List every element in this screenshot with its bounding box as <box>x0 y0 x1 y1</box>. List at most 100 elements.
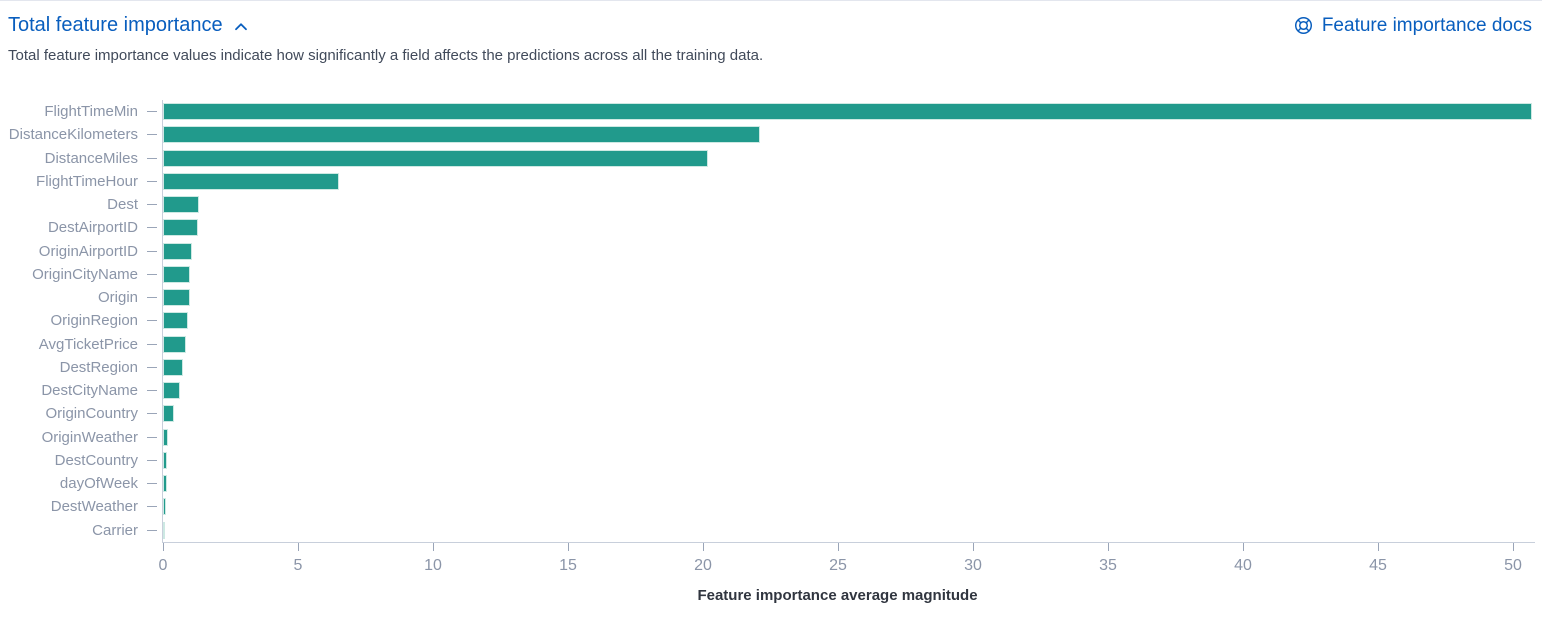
y-tick-mark <box>147 273 157 275</box>
x-tick-label: 25 <box>829 556 847 574</box>
bar-row: OriginCityName <box>0 263 1542 286</box>
y-axis-label: AvgTicketPrice <box>38 335 138 353</box>
bar-OriginRegion[interactable] <box>163 312 189 330</box>
x-tick-label: 15 <box>559 556 577 574</box>
bar-Origin[interactable] <box>163 289 190 307</box>
bar-row: AvgTicketPrice <box>0 333 1542 356</box>
bar-OriginCityName[interactable] <box>163 265 190 283</box>
y-axis-label: Dest <box>107 196 138 214</box>
x-tick-mark <box>1108 542 1109 551</box>
bar-row: DistanceKilometers <box>0 123 1542 146</box>
bar-row: Origin <box>0 286 1542 309</box>
y-tick-mark <box>147 366 157 368</box>
bar-row: OriginWeather <box>0 426 1542 449</box>
bar-row: DestWeather <box>0 495 1542 518</box>
x-tick-label: 45 <box>1369 556 1387 574</box>
x-tick-mark <box>703 542 704 551</box>
x-tick-label: 20 <box>694 556 712 574</box>
chart-rows: FlightTimeMin DistanceKilometers DistanceM… <box>0 100 1542 542</box>
y-tick-mark <box>147 390 157 392</box>
bar-row: DestCityName <box>0 379 1542 402</box>
x-tick-mark <box>1513 542 1514 551</box>
y-axis-label: DestAirportID <box>47 219 138 237</box>
y-tick-mark <box>147 436 157 438</box>
y-axis-label: Origin <box>97 289 138 307</box>
docs-link[interactable]: Feature importance docs <box>1293 15 1532 37</box>
panel-header: Total feature importance Feature importa… <box>0 1 1542 38</box>
y-axis-label: DistanceMiles <box>44 149 138 167</box>
bar-OriginAirportID[interactable] <box>163 242 192 260</box>
bar-DestAirportID[interactable] <box>163 219 199 237</box>
bar-row: DistanceMiles <box>0 147 1542 170</box>
bar-row: FlightTimeMin <box>0 100 1542 123</box>
y-axis-label: OriginRegion <box>50 312 138 330</box>
bar-row: Carrier <box>0 519 1542 542</box>
bar-OriginCountry[interactable] <box>163 405 175 423</box>
x-tick-label: 0 <box>158 556 168 574</box>
bar-row: DestCountry <box>0 449 1542 472</box>
y-axis-label: OriginAirportID <box>38 242 138 260</box>
bar-row: DestRegion <box>0 356 1542 379</box>
bar-FlightTimeHour[interactable] <box>163 172 339 190</box>
bar-DistanceKilometers[interactable] <box>163 126 760 144</box>
x-tick-mark <box>298 542 299 551</box>
y-axis-label: DestCityName <box>41 382 138 400</box>
y-tick-mark <box>147 134 157 136</box>
y-tick-mark <box>147 529 157 531</box>
bar-OriginWeather[interactable] <box>163 428 169 446</box>
bar-Carrier[interactable] <box>163 521 165 539</box>
feature-importance-chart: FlightTimeMin DistanceKilometers DistanceM… <box>0 100 1542 614</box>
x-axis-title: Feature importance average magnitude <box>697 586 978 604</box>
x-tick-label: 30 <box>964 556 982 574</box>
bar-row: FlightTimeHour <box>0 170 1542 193</box>
bar-dayOfWeek[interactable] <box>163 475 168 493</box>
bar-DestCountry[interactable] <box>163 451 168 469</box>
x-tick-mark <box>1243 542 1244 551</box>
y-axis-label: OriginCountry <box>45 405 138 423</box>
y-tick-mark <box>147 250 157 252</box>
bar-row: OriginCountry <box>0 402 1542 425</box>
y-axis-label: FlightTimeMin <box>44 103 138 121</box>
collapse-toggle[interactable]: Total feature importance <box>8 13 249 38</box>
y-tick-mark <box>147 459 157 461</box>
bar-DistanceMiles[interactable] <box>163 149 709 167</box>
bar-FlightTimeMin[interactable] <box>163 103 1532 121</box>
y-axis-label: OriginCityName <box>32 265 138 283</box>
bar-DestRegion[interactable] <box>163 358 183 376</box>
x-tick-mark <box>973 542 974 551</box>
y-axis-label: FlightTimeHour <box>36 172 138 190</box>
bar-row: dayOfWeek <box>0 472 1542 495</box>
y-axis-label: DistanceKilometers <box>8 126 138 144</box>
y-tick-mark <box>147 204 157 206</box>
panel-title: Total feature importance <box>8 14 223 36</box>
bar-AvgTicketPrice[interactable] <box>163 335 186 353</box>
x-axis: Feature importance average magnitude 0 5 1… <box>158 541 1535 614</box>
bar-Dest[interactable] <box>163 196 199 214</box>
y-axis-label: OriginWeather <box>41 428 138 446</box>
y-tick-mark <box>147 157 157 159</box>
y-axis-label: DestCountry <box>54 451 138 469</box>
x-tick-mark <box>433 542 434 551</box>
x-tick-label: 50 <box>1504 556 1522 574</box>
panel-subtitle: Total feature importance values indicate… <box>8 47 764 64</box>
bar-row: Dest <box>0 193 1542 216</box>
y-tick-mark <box>147 180 157 182</box>
y-axis-label: DestRegion <box>59 358 138 376</box>
y-axis-label: Carrier <box>92 521 138 539</box>
y-axis-label: DestWeather <box>50 498 138 516</box>
y-tick-mark <box>147 111 157 113</box>
chevron-up-icon[interactable] <box>233 19 249 35</box>
bar-DestWeather[interactable] <box>163 498 166 516</box>
life-ring-help-icon <box>1293 15 1314 36</box>
bar-row: OriginAirportID <box>0 240 1542 263</box>
y-tick-mark <box>147 297 157 299</box>
y-tick-mark <box>147 506 157 508</box>
x-tick-label: 35 <box>1099 556 1117 574</box>
x-tick-mark <box>568 542 569 551</box>
bar-DestCityName[interactable] <box>163 382 180 400</box>
docs-link-label: Feature importance docs <box>1321 14 1532 36</box>
y-tick-mark <box>147 343 157 345</box>
y-tick-mark <box>147 227 157 229</box>
x-tick-mark <box>838 542 839 551</box>
